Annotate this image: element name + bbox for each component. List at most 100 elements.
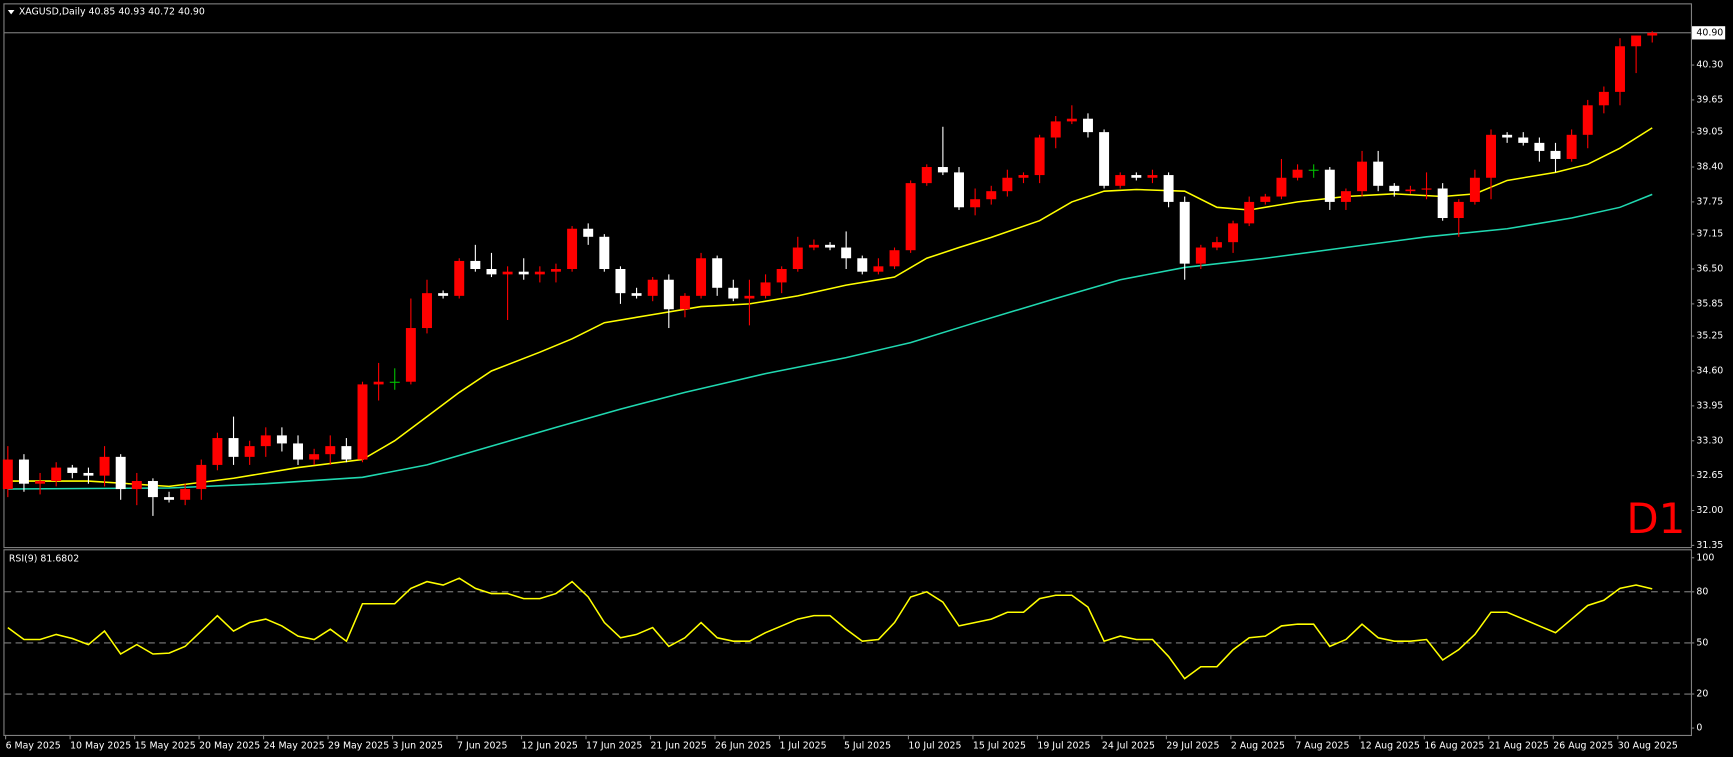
candle-body — [921, 167, 932, 184]
y-tick-label: 37.75 — [1696, 196, 1723, 207]
candle-body — [212, 438, 223, 465]
candle-body — [438, 293, 449, 296]
candle-body — [808, 244, 819, 248]
candle-body — [1357, 161, 1368, 192]
candle-body — [1292, 169, 1303, 178]
x-tick-label: 7 Aug 2025 — [1295, 740, 1349, 751]
candle-body — [1147, 175, 1158, 178]
candle-body — [841, 247, 852, 259]
candle-body — [357, 384, 368, 460]
x-tick-label: 7 Jun 2025 — [457, 740, 507, 751]
x-tick-label: 21 Jun 2025 — [650, 740, 706, 751]
candle-body — [631, 293, 642, 296]
candle-body — [550, 268, 561, 272]
x-tick-label: 21 Aug 2025 — [1489, 740, 1549, 751]
candle-body — [1002, 177, 1013, 192]
candle-body — [1518, 137, 1529, 143]
candle-body — [1211, 242, 1222, 248]
x-tick-label: 24 Jul 2025 — [1102, 740, 1155, 751]
candle-body — [1534, 142, 1545, 151]
y-tick-label: 80 — [1696, 586, 1708, 597]
candle-body — [1131, 175, 1142, 178]
candle-body — [1615, 46, 1625, 92]
candle-body — [567, 228, 578, 269]
x-tick-label: 10 Jul 2025 — [908, 740, 961, 751]
x-tick-label: 17 Jun 2025 — [586, 740, 642, 751]
candle-body — [502, 271, 513, 275]
candle-body — [986, 191, 997, 200]
candle-body — [35, 481, 46, 484]
candle-body — [1502, 134, 1513, 138]
x-tick-label: 15 Jul 2025 — [973, 740, 1026, 751]
candle-body — [760, 282, 771, 296]
timeframe-label: D1 — [1626, 494, 1685, 543]
candle-body — [260, 435, 271, 447]
candle-body — [728, 287, 739, 299]
candle-body — [1244, 201, 1255, 224]
candle-body — [1340, 191, 1351, 202]
y-tick-label: 32.00 — [1696, 505, 1723, 516]
x-tick-label: 12 Aug 2025 — [1360, 740, 1420, 751]
y-tick-label: 20 — [1696, 689, 1708, 700]
candle-body — [583, 228, 594, 237]
candle-body — [180, 489, 191, 500]
candle-body — [1179, 201, 1190, 264]
candle-body — [1469, 177, 1480, 202]
candle-body — [131, 481, 142, 490]
candle-body — [1066, 118, 1077, 122]
x-tick-label: 1 Jul 2025 — [779, 740, 826, 751]
candle-body — [1083, 118, 1093, 133]
candle-body — [341, 446, 352, 460]
chart-title: XAGUSD,Daily 40.85 40.93 40.72 40.90 — [19, 7, 205, 18]
candle-body — [164, 497, 175, 500]
x-tick-label: 19 Jul 2025 — [1037, 740, 1090, 751]
candle-body — [389, 381, 400, 383]
current-price-box — [1692, 26, 1726, 40]
candle-body — [276, 435, 287, 444]
candle-body — [1566, 134, 1577, 159]
candle-body — [1050, 121, 1061, 138]
collapse-icon — [7, 9, 15, 15]
candle-body — [873, 266, 884, 272]
candle-body — [1389, 185, 1400, 192]
candle-body — [1437, 188, 1448, 219]
rsi-line — [7, 577, 1653, 680]
candle-body — [825, 244, 836, 248]
x-tick-label: 29 Jul 2025 — [1166, 740, 1219, 751]
candle-body — [937, 167, 948, 173]
rsi-title: RSI(9) 81.6802 — [9, 554, 79, 565]
candle-body — [1453, 201, 1464, 219]
y-tick-label: 50 — [1696, 637, 1708, 648]
candle-body — [1550, 150, 1561, 159]
x-tick-label: 24 May 2025 — [264, 740, 325, 751]
x-tick-label: 30 Aug 2025 — [1618, 740, 1678, 751]
x-tick-label: 5 Jul 2025 — [844, 740, 891, 751]
candle-body — [1324, 169, 1335, 202]
candle-body — [647, 279, 658, 296]
candle-body — [115, 456, 126, 490]
candle-body — [679, 295, 690, 310]
y-tick-label: 0 — [1696, 723, 1702, 734]
candle-body — [486, 268, 497, 275]
candle-body — [51, 467, 62, 482]
candle-body — [67, 467, 78, 473]
candle-body — [18, 459, 29, 484]
candle-body — [696, 258, 707, 296]
x-tick-label: 6 May 2025 — [6, 740, 61, 751]
candle-body — [954, 172, 964, 208]
y-tick-label: 100 — [1696, 552, 1714, 563]
candle-body — [147, 481, 158, 498]
candle-body — [599, 236, 610, 269]
candle-body — [293, 443, 303, 460]
candle-body — [889, 250, 900, 267]
y-tick-label: 33.95 — [1696, 400, 1723, 411]
candle-body — [228, 438, 239, 457]
candle-body — [1163, 175, 1174, 202]
y-tick-label: 35.25 — [1696, 331, 1723, 342]
candle-body — [1099, 132, 1110, 186]
candle-body — [744, 295, 755, 299]
candle-body — [534, 271, 545, 275]
candle-body — [99, 456, 110, 476]
